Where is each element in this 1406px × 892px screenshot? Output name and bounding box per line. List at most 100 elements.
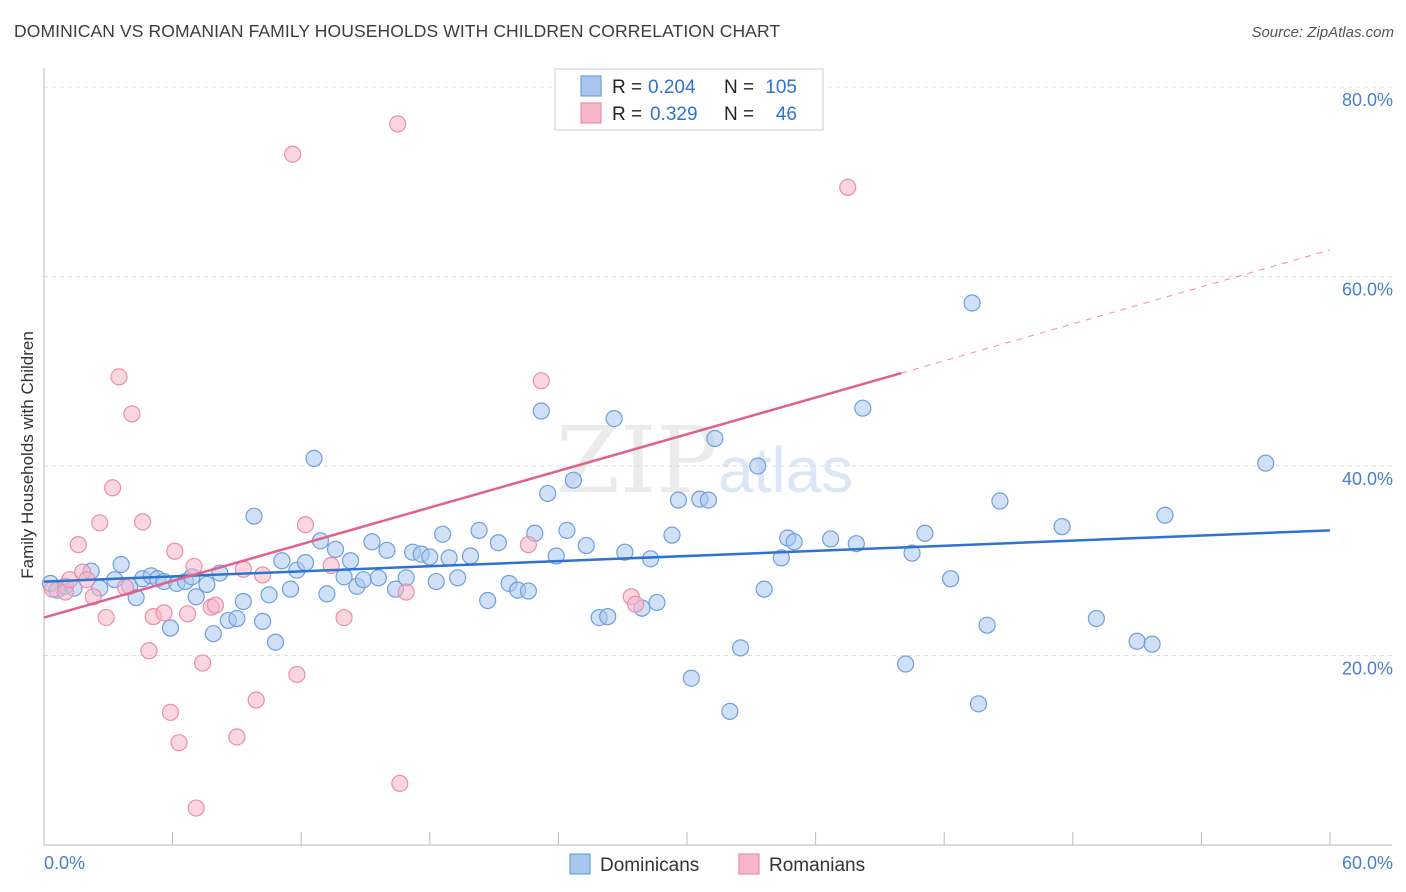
- romanians-point-34: [335, 608, 353, 627]
- dominicans-point-91: [903, 544, 921, 562]
- dominicans-point-95: [969, 695, 988, 713]
- dominicans-point-79: [706, 429, 724, 448]
- dominicans-points: [41, 294, 1275, 720]
- trend-lines: [43, 249, 1331, 619]
- dominicans-point-90: [897, 655, 915, 673]
- romanians-point-37: [397, 583, 415, 601]
- dominicans-point-92: [916, 524, 934, 542]
- source-label: Source: ZipAtlas.com: [1251, 24, 1394, 41]
- romanians-point-32: [296, 516, 315, 534]
- dominicans-point-20: [204, 625, 222, 643]
- dominicans-point-55: [479, 591, 497, 610]
- watermark-atlas: atlas: [718, 434, 853, 506]
- dominicans-point-36: [326, 540, 345, 558]
- series-legend-swatch-dominicans: [569, 853, 591, 875]
- romanians-point-20: [179, 605, 197, 623]
- romanians-point-16: [155, 604, 173, 622]
- dominicans-point-28: [266, 633, 285, 651]
- dominicans-point-87: [822, 530, 840, 548]
- dominicans-point-68: [599, 608, 617, 626]
- dominicans-point-75: [669, 491, 688, 509]
- romanians-point-10: [110, 368, 128, 386]
- dominicans-trend-line: [43, 529, 1331, 583]
- romanians-point-42: [839, 178, 857, 196]
- dominicans-point-66: [577, 536, 595, 555]
- dominicans-point-40: [354, 571, 372, 589]
- legend-n-value-2: 46: [776, 104, 797, 125]
- dominicans-point-59: [519, 582, 537, 600]
- dominicans-point-61: [532, 402, 550, 420]
- x-tick-label-min: 0.0%: [44, 853, 85, 873]
- dominicans-point-73: [648, 593, 666, 612]
- dominicans-point-80: [721, 702, 739, 720]
- romanians-point-7: [91, 514, 109, 532]
- legend-swatch-dominicans: [580, 75, 602, 97]
- dominicans-point-84: [772, 549, 790, 567]
- dominicans-point-25: [245, 507, 263, 525]
- dominicans-point-23: [228, 609, 246, 628]
- dominicans-point-99: [1087, 609, 1105, 628]
- dominicans-point-89: [854, 399, 872, 417]
- dominicans-point-100: [1128, 632, 1146, 650]
- romanians-point-12: [123, 405, 141, 423]
- romanians-point-36: [391, 774, 409, 793]
- chart-title: DOMINICAN VS ROMANIAN FAMILY HOUSEHOLDS …: [14, 21, 781, 41]
- legend-n-value-1: 105: [765, 77, 797, 98]
- dominicans-point-83: [755, 580, 773, 598]
- dominicans-point-27: [260, 586, 278, 604]
- stats-legend: R = 0.204 N = 105 R = 0.329 N = 46: [554, 68, 824, 131]
- dominicans-point-76: [682, 669, 700, 687]
- dominicans-point-33: [305, 449, 323, 467]
- legend-r-label-2: R =: [612, 104, 642, 125]
- dominicans-point-48: [421, 548, 439, 566]
- dominicans-point-78: [699, 491, 718, 509]
- dominicans-point-96: [978, 616, 996, 634]
- series-legend: Dominicans Romanians: [569, 853, 865, 876]
- romanians-point-13: [133, 513, 152, 531]
- dominicans-point-88: [847, 535, 865, 553]
- romanians-point-26: [228, 728, 246, 746]
- dominicans-point-81: [731, 639, 750, 657]
- watermark-zip: ZIP: [556, 407, 718, 514]
- y-tick-labels: 20.0% 40.0% 60.0% 80.0%: [1342, 90, 1393, 679]
- dominicans-point-45: [397, 569, 415, 587]
- dominicans-point-7: [112, 555, 130, 574]
- romanians-trend-extension: [901, 249, 1331, 374]
- legend-r-label-1: R =: [612, 77, 642, 98]
- legend-n-label-1: N =: [724, 77, 754, 98]
- romanians-point-29: [254, 566, 272, 584]
- dominicans-point-53: [461, 547, 480, 565]
- axes: [43, 68, 1392, 846]
- dominicans-point-19: [198, 575, 216, 594]
- romanians-point-3: [69, 536, 87, 554]
- dominicans-point-49: [427, 572, 445, 591]
- dominicans-point-24: [234, 592, 252, 611]
- romanians-point-25: [206, 596, 225, 614]
- y-tick-label-80: 80.0%: [1342, 90, 1393, 110]
- series-legend-label-dominicans: Dominicans: [600, 855, 699, 876]
- x-tick-label-max: 60.0%: [1342, 853, 1393, 873]
- dominicans-point-103: [1257, 454, 1275, 472]
- dominicans-point-32: [296, 554, 315, 572]
- dominicans-point-70: [616, 543, 634, 561]
- dominicans-point-54: [470, 521, 488, 540]
- romanians-trend-line: [43, 371, 902, 619]
- romanians-point-18: [166, 542, 184, 560]
- dominicans-point-42: [369, 569, 387, 587]
- y-tick-label-40: 40.0%: [1342, 469, 1393, 489]
- legend-swatch-romanians: [580, 102, 602, 124]
- legend-r-value-2: 0.329: [650, 104, 698, 125]
- dominicans-point-86: [785, 533, 803, 551]
- romanians-point-9: [103, 479, 122, 497]
- y-tick-label-60: 60.0%: [1342, 279, 1393, 299]
- dominicans-point-98: [1053, 518, 1071, 536]
- dominicans-point-101: [1143, 635, 1161, 653]
- romanians-point-19: [170, 734, 188, 752]
- romanians-point-39: [532, 372, 550, 390]
- dominicans-point-102: [1156, 506, 1174, 524]
- romanians-point-35: [389, 115, 407, 133]
- romanians-point-30: [284, 145, 302, 163]
- romanians-point-17: [161, 703, 180, 721]
- romanians-point-8: [97, 608, 115, 627]
